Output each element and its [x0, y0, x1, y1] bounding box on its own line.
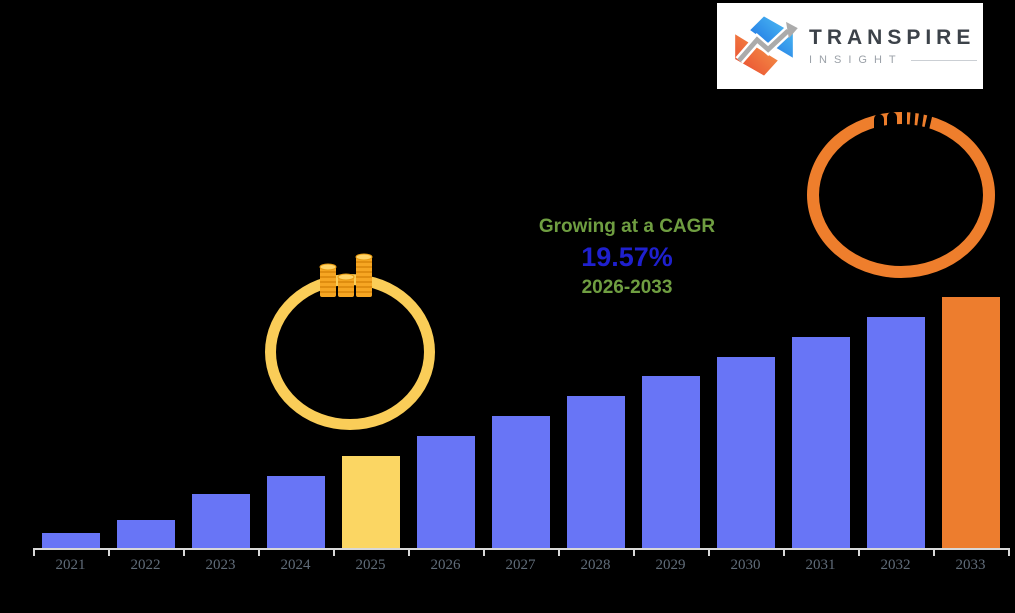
brand-rule — [910, 59, 977, 61]
x-label-2029: 2029 — [655, 557, 686, 573]
x-label-2027: 2027 — [505, 557, 536, 573]
x-label-2024: 2024 — [280, 557, 311, 573]
bar-2026 — [416, 436, 475, 548]
bar-2029 — [641, 376, 700, 548]
cagr-label: Growing at a CAGR — [538, 216, 716, 237]
x-label-2033: 2033 — [955, 557, 986, 573]
x-label-2026: 2026 — [430, 557, 461, 573]
bar-2021 — [41, 533, 100, 548]
x-label-2022: 2022 — [130, 557, 161, 573]
x-axis-tick — [1008, 548, 1010, 556]
brand-name: TRANSPIRE — [809, 26, 976, 49]
x-axis-tick — [183, 548, 185, 556]
x-axis-tick — [708, 548, 710, 556]
x-axis-tick — [558, 548, 560, 556]
cagr-annotation: Growing at a CAGR 19.57% 2026-2033 — [492, 216, 762, 299]
cagr-period: 2026-2033 — [581, 276, 673, 298]
x-axis-tick — [858, 548, 860, 556]
bar-2024 — [266, 476, 325, 548]
x-axis-tick — [108, 548, 110, 556]
x-axis-line — [33, 548, 1008, 550]
x-axis-tick — [258, 548, 260, 556]
bar-2023 — [191, 494, 250, 548]
bar-2022 — [116, 520, 175, 548]
bar-2032 — [866, 317, 925, 548]
x-label-2025: 2025 — [355, 557, 386, 573]
logo-hex-icon — [735, 16, 798, 76]
bar-2025 — [341, 456, 400, 548]
x-axis-tick — [408, 548, 410, 556]
bar-2033 — [941, 297, 1000, 548]
orange-circle-decoration — [807, 112, 995, 278]
x-axis-tick — [633, 548, 635, 556]
x-label-2032: 2032 — [880, 557, 911, 573]
x-axis-tick — [783, 548, 785, 556]
x-label-2023: 2023 — [205, 557, 236, 573]
cagr-value: 19.57% — [581, 241, 673, 272]
x-axis-tick — [483, 548, 485, 556]
brand-logo: TRANSPIRE INSIGHT — [717, 3, 983, 89]
x-label-2021: 2021 — [55, 557, 86, 573]
x-axis-tick — [33, 548, 35, 556]
brand-subtitle: INSIGHT — [809, 54, 903, 66]
x-label-2030: 2030 — [730, 557, 761, 573]
black-coins-icon — [874, 107, 933, 134]
x-label-2028: 2028 — [580, 557, 611, 573]
x-axis-tick — [333, 548, 335, 556]
bar-2030 — [716, 357, 775, 548]
bar-2028 — [566, 396, 625, 548]
bar-2027 — [491, 416, 550, 548]
gold-coins-icon — [319, 253, 373, 297]
x-label-2031: 2031 — [805, 557, 836, 573]
bar-2031 — [791, 337, 850, 548]
x-axis-tick — [933, 548, 935, 556]
